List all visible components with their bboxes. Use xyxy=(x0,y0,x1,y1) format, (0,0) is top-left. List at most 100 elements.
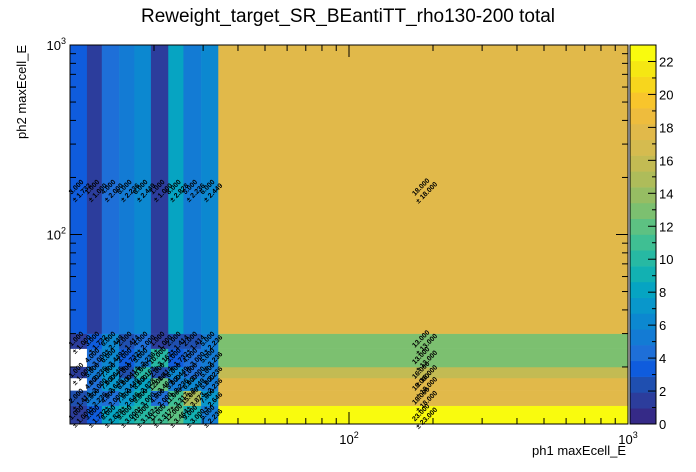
colorbar-segment xyxy=(630,45,656,62)
heatmap-cell xyxy=(101,45,120,334)
heatmap-cell xyxy=(101,348,120,368)
heatmap-cell xyxy=(218,390,629,406)
heatmap-cell xyxy=(150,390,169,406)
heatmap-cell xyxy=(150,333,169,349)
heatmap-cell xyxy=(183,348,202,368)
colorbar-segment xyxy=(630,313,656,330)
heatmap-cell xyxy=(183,405,202,425)
heatmap-cell xyxy=(86,366,103,379)
colorbar-tick-label: 20 xyxy=(659,87,673,102)
colorbar-segment xyxy=(630,108,656,125)
heatmap-cell xyxy=(201,377,219,391)
heatmap-cell xyxy=(134,45,152,334)
chart-title: Reweight_target_SR_BEantiTT_rho130-200 t… xyxy=(141,6,555,27)
colorbar-frame xyxy=(629,44,657,425)
colorbar-segment xyxy=(630,250,656,267)
colorbar-segment xyxy=(630,360,656,377)
colorbar-segment xyxy=(630,218,656,235)
heatmap-cell xyxy=(168,45,184,334)
colorbar-tick-label: 22 xyxy=(659,54,673,69)
heatmap-cell xyxy=(201,333,219,349)
heatmap-cells xyxy=(70,45,629,425)
heatmap-cell xyxy=(101,366,120,379)
heatmap-cell xyxy=(218,377,629,391)
colorbar-segment xyxy=(630,297,656,314)
colorbar-tick-label: 4 xyxy=(659,351,666,366)
heatmap-cell xyxy=(86,405,103,425)
heatmap-cell xyxy=(86,390,103,406)
heatmap-cell xyxy=(150,45,169,334)
x-axis-title: ph1 maxEcell_E xyxy=(532,443,626,458)
heatmap-cell xyxy=(134,390,152,406)
heatmap-cell xyxy=(119,405,135,425)
heatmap-cell xyxy=(101,333,120,349)
heatmap-cell xyxy=(150,348,169,368)
heatmap-cell xyxy=(150,405,169,425)
heatmap-cell xyxy=(119,390,135,406)
heatmap-cell xyxy=(119,45,135,334)
colorbar-segment xyxy=(630,234,656,251)
colorbar-segment xyxy=(630,60,656,77)
colorbar-segment xyxy=(630,281,656,298)
colorbar-segment xyxy=(630,202,656,220)
heatmap-cell xyxy=(183,366,202,379)
colorbar-tick-label: 0 xyxy=(659,417,666,432)
heatmap-cell xyxy=(168,405,184,425)
heatmap-cell xyxy=(86,348,103,368)
colorbar-segment xyxy=(630,408,656,425)
heatmap-cell xyxy=(119,348,135,368)
heatmap-cell xyxy=(201,366,219,379)
heatmap-cell xyxy=(168,377,184,391)
x-tick-label: 102 xyxy=(339,430,358,447)
colorbar-segment xyxy=(630,123,656,141)
heatmap-cell xyxy=(86,377,103,391)
heatmap-cell xyxy=(134,333,152,349)
colorbar-tick-label: 8 xyxy=(659,285,666,300)
colorbar-segment xyxy=(630,329,656,346)
y-tick-label: 102 xyxy=(47,226,66,243)
heatmap-cell xyxy=(218,366,629,379)
heatmap-cell xyxy=(183,390,202,406)
heatmap-cell xyxy=(183,45,202,334)
colorbar-tick-label: 2 xyxy=(659,384,666,399)
y-axis: 102 103 xyxy=(47,36,628,425)
y-axis-title: ph2 maxEcell_E xyxy=(14,45,29,139)
heatmap-cell xyxy=(134,348,152,368)
colorbar-tick-label: 16 xyxy=(659,153,673,168)
colorbar-segment xyxy=(630,171,656,188)
heatmap-cell xyxy=(150,377,169,391)
colorbar-tick-label: 18 xyxy=(659,120,673,135)
heatmap-cell xyxy=(218,348,629,368)
y-tick-label: 103 xyxy=(47,36,66,53)
heatmap-cell xyxy=(70,405,88,425)
colorbar-segment xyxy=(630,392,656,409)
heatmap-cell xyxy=(134,405,152,425)
heatmap-cell xyxy=(119,366,135,379)
colorbar-segment xyxy=(630,155,656,172)
heatmap-cell xyxy=(168,333,184,349)
colorbar-segment xyxy=(630,266,656,283)
x-axis: 102 103 xyxy=(69,45,638,447)
colorbar-segment xyxy=(630,345,656,362)
heatmap-cell xyxy=(201,405,219,425)
heatmap-cell xyxy=(168,390,184,406)
colorbar-segment xyxy=(630,139,656,156)
heatmap-cell xyxy=(218,333,629,349)
heatmap-cell xyxy=(168,366,184,379)
heatmap-cell xyxy=(101,405,120,425)
heatmap-cell xyxy=(70,390,88,406)
heatmap-cell xyxy=(101,377,120,391)
heatmap-cell xyxy=(134,366,152,379)
heatmap-cell xyxy=(183,333,202,349)
colorbar-tick-label: 14 xyxy=(659,186,673,201)
heatmap-cell xyxy=(70,45,88,334)
colorbar-segment xyxy=(630,376,656,393)
heatmap-cell xyxy=(86,333,103,349)
heatmap-cell xyxy=(86,45,103,334)
heatmap-cell xyxy=(119,333,135,349)
heatmap-cell xyxy=(134,377,152,391)
heatmap-cell xyxy=(218,45,629,334)
colorbar-segment xyxy=(630,92,656,109)
heatmap-cell xyxy=(119,377,135,391)
